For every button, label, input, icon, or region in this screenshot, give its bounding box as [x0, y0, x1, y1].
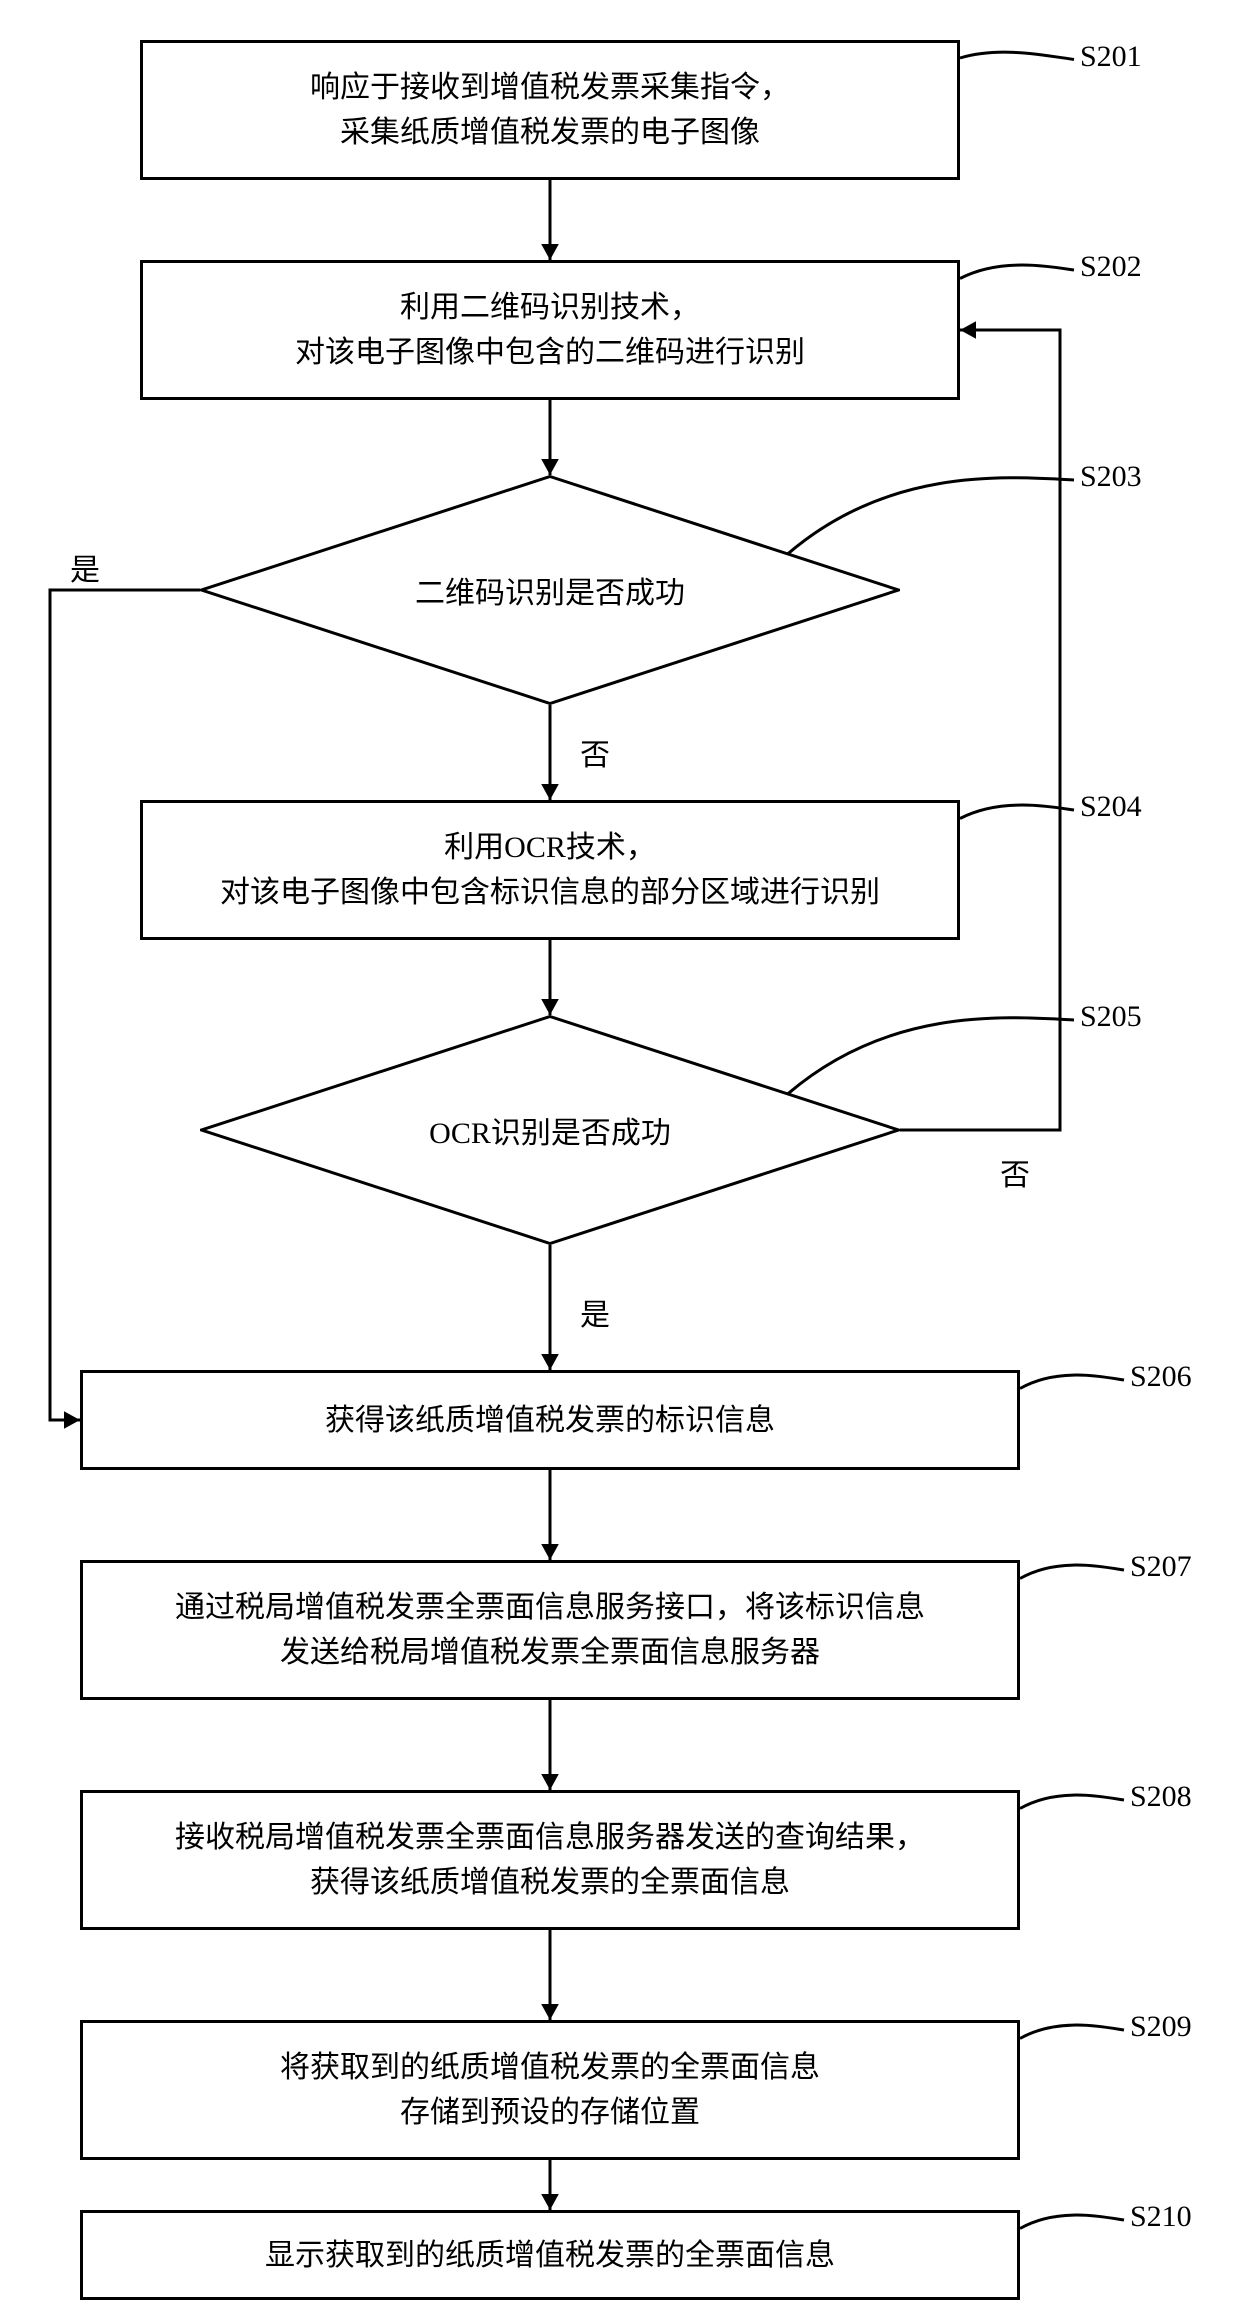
callout-connector — [1010, 1360, 1134, 1409]
step-label: S209 — [1130, 2010, 1192, 2044]
flow-edge — [30, 570, 220, 1440]
node-text-line: 通过税局增值税发票全票面信息服务接口，将该标识信息 — [175, 1585, 925, 1630]
edge-label: 是 — [580, 1290, 610, 1334]
node-text-line: 利用二维码识别技术， — [400, 285, 700, 330]
flow-edge — [530, 685, 570, 820]
flow-edge — [530, 1450, 570, 1580]
node-text-line: 利用OCR技术， — [444, 825, 656, 870]
process-node: 利用OCR技术，对该电子图像中包含标识信息的部分区域进行识别 — [140, 800, 960, 940]
callout-connector — [950, 250, 1084, 299]
step-label: S204 — [1080, 790, 1142, 824]
step-label: S205 — [1080, 1000, 1142, 1034]
step-label: S208 — [1130, 1780, 1192, 1814]
step-label: S210 — [1130, 2200, 1192, 2234]
step-label: S207 — [1130, 1550, 1192, 1584]
flow-edge — [530, 2140, 570, 2230]
process-node: 利用二维码识别技术，对该电子图像中包含的二维码进行识别 — [140, 260, 960, 400]
edge-label: 是 — [70, 545, 100, 589]
flow-edge — [530, 380, 570, 495]
process-node: 通过税局增值税发票全票面信息服务接口，将该标识信息发送给税局增值税发票全票面信息… — [80, 1560, 1020, 1700]
node-text-line: 存储到预设的存储位置 — [400, 2090, 700, 2135]
callout-connector — [1010, 1550, 1134, 1599]
process-node: 接收税局增值税发票全票面信息服务器发送的查询结果，获得该纸质增值税发票的全票面信… — [80, 1790, 1020, 1930]
flowchart-canvas: 响应于接收到增值税发票采集指令，采集纸质增值税发票的电子图像 S201 利用二维码识… — [0, 0, 1240, 2312]
callout-connector — [1010, 2010, 1134, 2059]
flow-edge — [530, 1225, 570, 1390]
edge-label: 否 — [580, 730, 610, 774]
flow-edge — [530, 1680, 570, 1810]
node-text-line: 将获取到的纸质增值税发票的全票面信息 — [280, 2045, 820, 2090]
step-label: S203 — [1080, 460, 1142, 494]
step-label: S201 — [1080, 40, 1142, 74]
flow-edge — [880, 310, 1080, 1150]
node-text-line: 发送给税局增值税发票全票面信息服务器 — [280, 1630, 820, 1675]
node-text-line: 对该电子图像中包含的二维码进行识别 — [295, 330, 805, 375]
node-text-line: 接收税局增值税发票全票面信息服务器发送的查询结果， — [175, 1815, 925, 1860]
callout-connector — [1010, 1780, 1134, 1829]
process-node: 响应于接收到增值税发票采集指令，采集纸质增值税发票的电子图像 — [140, 40, 960, 180]
step-label: S206 — [1130, 1360, 1192, 1394]
node-text-line: 采集纸质增值税发票的电子图像 — [340, 110, 760, 155]
node-text-line: 获得该纸质增值税发票的标识信息 — [325, 1398, 775, 1443]
callout-connector — [1010, 2200, 1134, 2249]
callout-connector — [950, 38, 1084, 80]
node-text-line: 对该电子图像中包含标识信息的部分区域进行识别 — [220, 870, 880, 915]
node-text-line: 显示获取到的纸质增值税发票的全票面信息 — [265, 2233, 835, 2278]
flow-edge — [530, 160, 570, 280]
flow-edge — [530, 1910, 570, 2040]
node-text-line: 获得该纸质增值税发票的全票面信息 — [310, 1860, 790, 1905]
step-label: S202 — [1080, 250, 1142, 284]
edge-label: 否 — [1000, 1150, 1030, 1194]
node-text-line: 响应于接收到增值税发票采集指令， — [310, 65, 790, 110]
process-node: 将获取到的纸质增值税发票的全票面信息存储到预设的存储位置 — [80, 2020, 1020, 2160]
flow-edge — [530, 920, 570, 1035]
